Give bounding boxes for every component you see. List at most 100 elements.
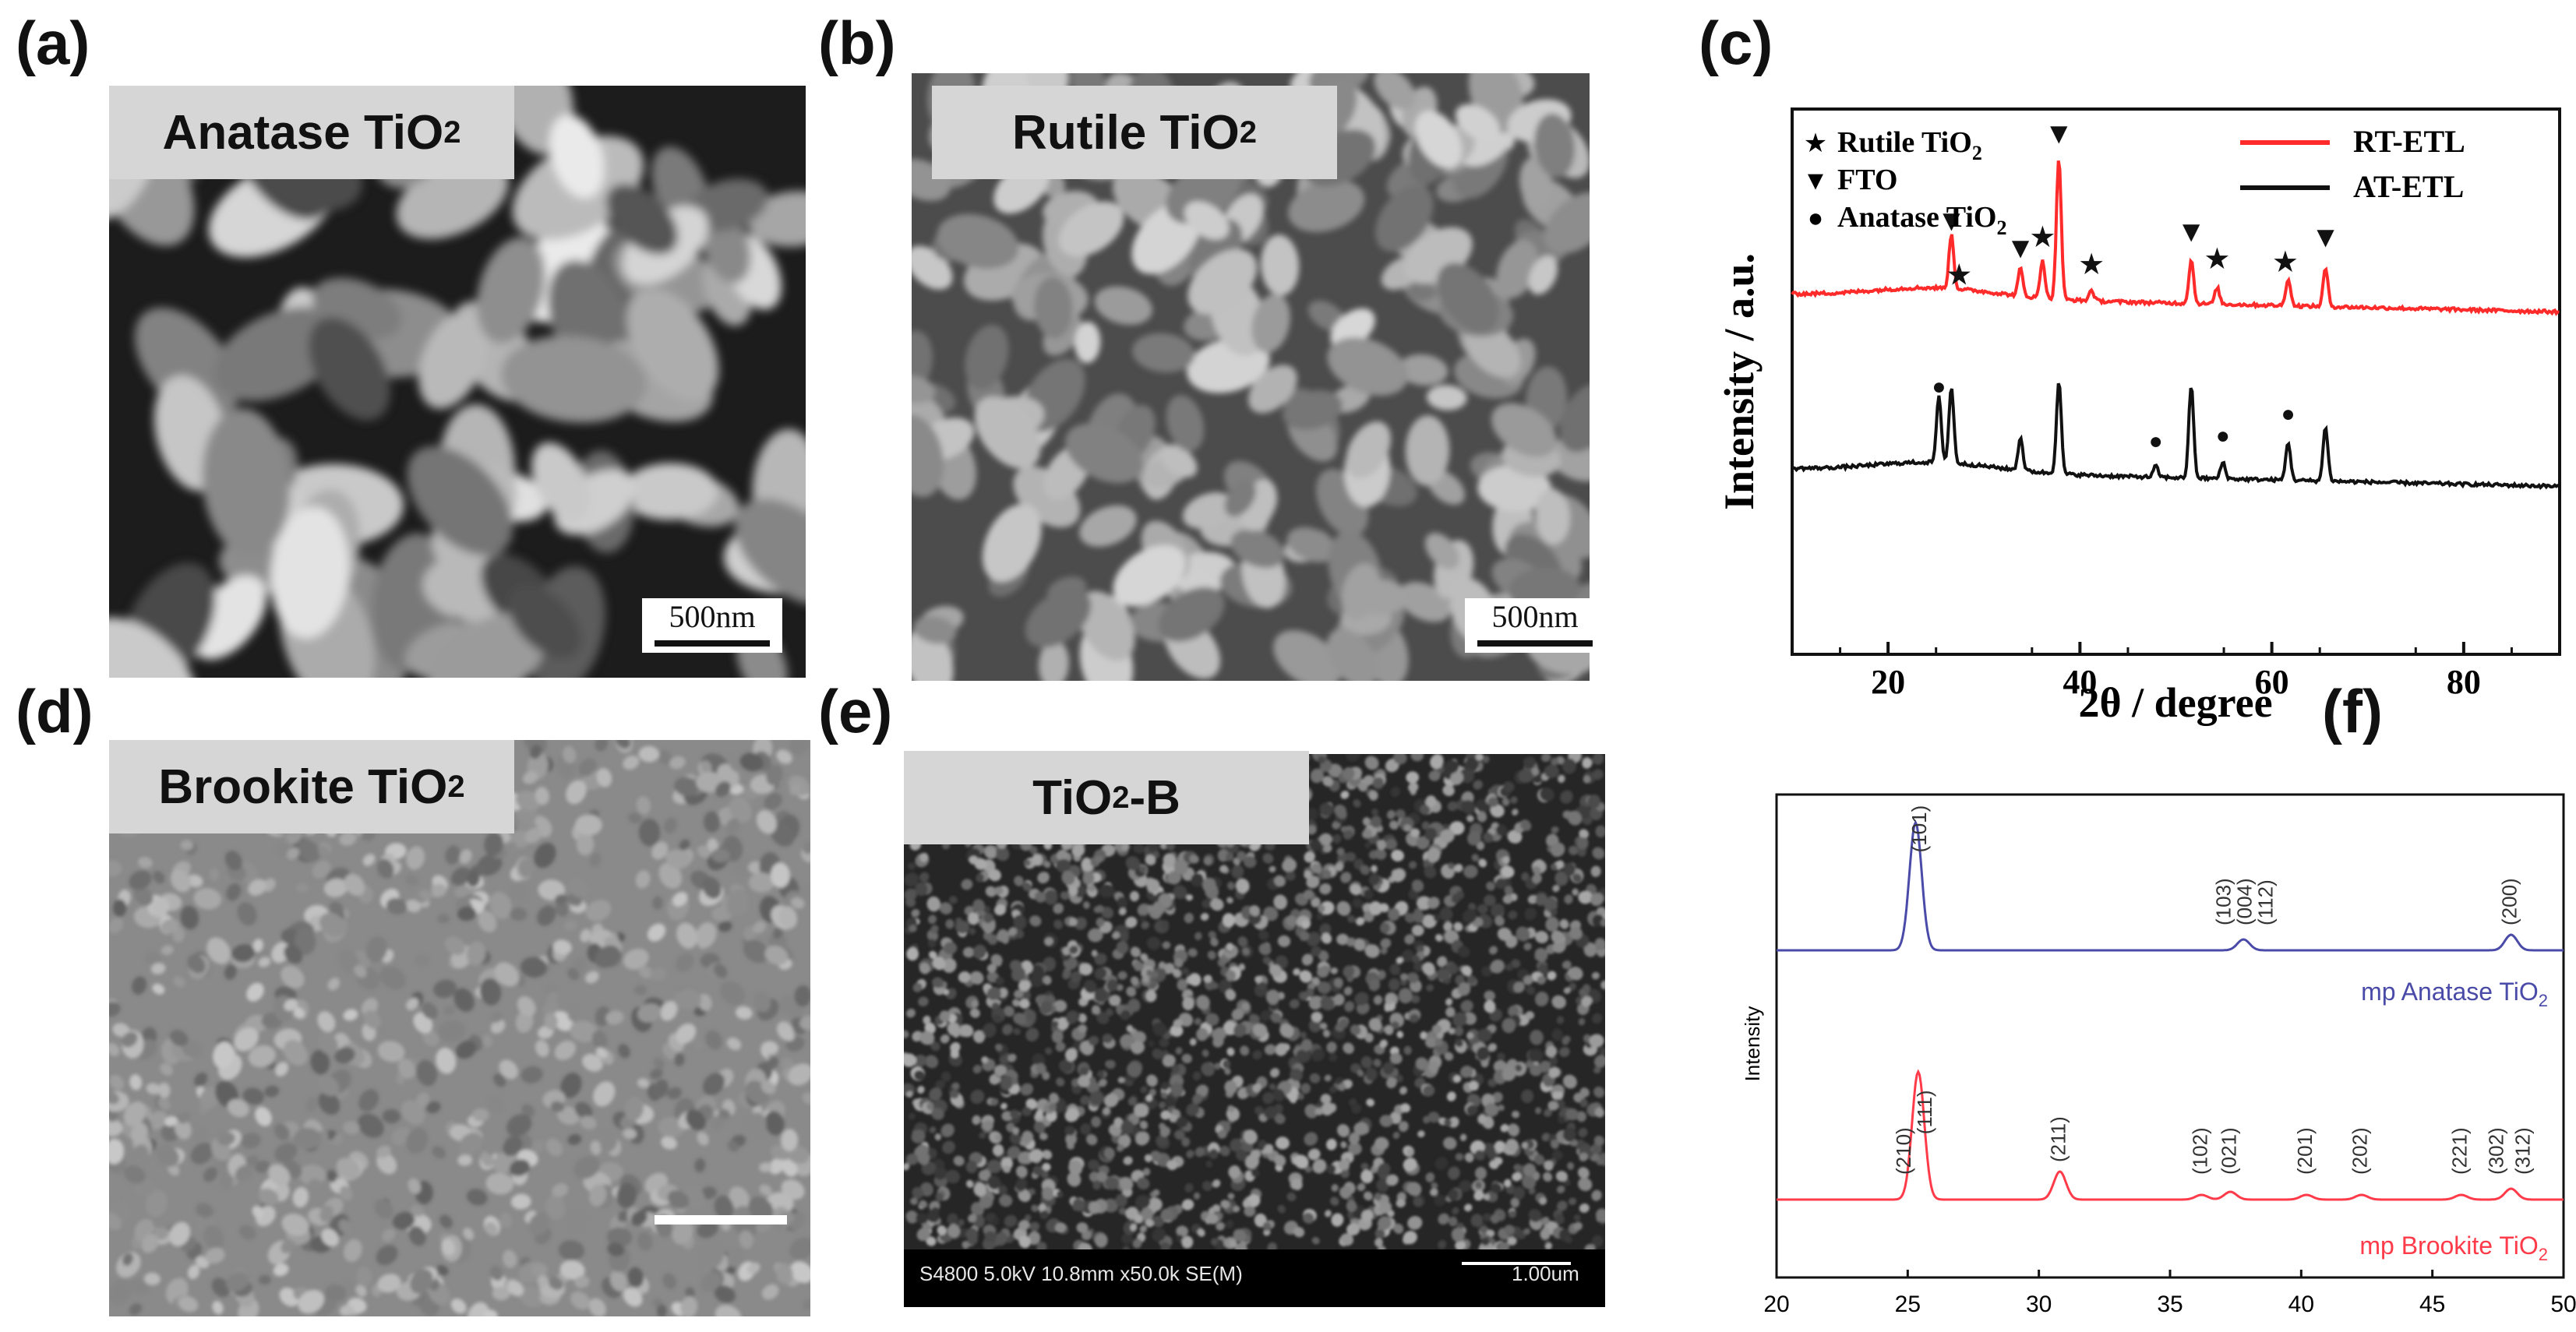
sem-grain — [1170, 1024, 1184, 1037]
sem-grain — [1351, 1103, 1362, 1114]
sem-grain — [993, 886, 1004, 895]
sem-grain — [979, 1196, 993, 1209]
sem-grain — [1085, 1133, 1098, 1146]
sem-grain — [669, 756, 686, 770]
sem-grain — [1360, 1169, 1374, 1184]
sem-grain — [1217, 1129, 1227, 1139]
sem-grain — [1226, 943, 1234, 951]
sem-grain — [1464, 1152, 1474, 1163]
sem-grain — [1445, 1006, 1456, 1017]
xrd-f-series — [1777, 819, 2564, 952]
sem-grain — [109, 1118, 123, 1136]
sem-grain — [1141, 1207, 1154, 1221]
sem-grain — [130, 1122, 148, 1144]
sem-grain — [926, 1101, 935, 1111]
sem-grain — [1434, 1194, 1446, 1207]
sem-grain — [374, 1199, 393, 1219]
sem-grain — [1508, 1005, 1519, 1017]
sem-grain — [1455, 1240, 1466, 1251]
sem-grain — [637, 1078, 650, 1088]
sem-grain — [1058, 1059, 1073, 1073]
sem-grain — [929, 950, 937, 960]
sem-grain — [1391, 849, 1404, 862]
sem-grain — [445, 845, 461, 865]
sem-grain — [1529, 1048, 1544, 1062]
sem-grain — [1130, 946, 1141, 957]
sem-grain — [695, 921, 717, 948]
sem-grain — [1545, 916, 1559, 932]
sem-grain — [657, 750, 673, 765]
sem-grain — [1206, 1213, 1219, 1225]
sem-grain — [1096, 1172, 1107, 1182]
sem-grain — [1264, 1044, 1276, 1055]
sem-grain — [1600, 980, 1605, 990]
sem-grain — [912, 982, 923, 992]
sem-grain — [1344, 1001, 1355, 1013]
sem-grain — [739, 1230, 753, 1249]
sem-grain — [1523, 1163, 1537, 1178]
xrd-c-legend-text: Rutile TiO2 — [1837, 126, 1982, 164]
sem-grain — [794, 985, 810, 1007]
sem-grain — [382, 1228, 396, 1242]
sem-grain — [1578, 1127, 1588, 1138]
sem-grain — [1508, 911, 1518, 920]
scalebar-b-line — [1477, 640, 1593, 647]
sem-grain — [1011, 1077, 1018, 1085]
sem-grain — [1457, 946, 1470, 958]
sem-grain — [1578, 1167, 1590, 1179]
sem-grain — [1043, 861, 1051, 869]
sem-grain — [1501, 865, 1515, 879]
sem-grain — [1194, 932, 1202, 941]
sem-grain — [1486, 1229, 1495, 1238]
sem-grain — [520, 957, 548, 978]
sem-grain — [508, 585, 581, 659]
sem-grain — [1423, 1085, 1435, 1097]
sem-grain — [1336, 933, 1350, 946]
sem-grain — [673, 988, 701, 1010]
xrd-c-peak-marker: ★ — [2029, 221, 2056, 254]
sem-grain — [1078, 590, 1135, 661]
sem-grain — [1358, 782, 1367, 792]
xrd-f-tick-label: 40 — [2288, 1291, 2314, 1317]
sem-grain — [1333, 978, 1343, 988]
sem-grain — [1187, 248, 1258, 315]
sem-grain — [1087, 928, 1103, 943]
sem-grain — [1116, 940, 1129, 954]
sem-grain — [255, 1106, 272, 1126]
sem-grain — [760, 1080, 776, 1094]
sem-grain — [1513, 981, 1525, 993]
sem-grain — [1594, 938, 1605, 950]
sem-grain — [1444, 1119, 1452, 1127]
sem-grain — [129, 1074, 143, 1091]
sem-grain — [237, 902, 257, 926]
sem-grain — [1297, 1093, 1304, 1100]
sem-grain — [1363, 1191, 1373, 1201]
sem-grain — [1028, 1231, 1041, 1246]
sem-grain — [1273, 630, 1342, 681]
sem-grain — [1478, 858, 1487, 868]
sem-grain — [1175, 1047, 1183, 1055]
sem-grain — [1572, 888, 1579, 896]
sem-grain — [1502, 894, 1513, 904]
sem-grain — [1203, 974, 1212, 983]
sem-grain — [1554, 1214, 1565, 1225]
sem-grain — [1421, 914, 1437, 929]
sem-grain — [941, 1071, 951, 1082]
sem-grain — [499, 1212, 513, 1228]
sem-grain — [1343, 986, 1353, 995]
sem-grain — [1319, 1022, 1328, 1030]
sem-grain — [1576, 1111, 1586, 1122]
sem-grain — [1067, 885, 1078, 897]
sem-grain — [1535, 893, 1547, 906]
sem-grain — [212, 1300, 224, 1315]
sem-grain — [1249, 1013, 1260, 1024]
sem-grain — [187, 954, 206, 974]
sem-grain — [397, 1059, 416, 1079]
sem-grain — [990, 953, 1003, 966]
sem-grain — [996, 929, 1010, 943]
sem-grain — [1345, 851, 1357, 862]
sem-grain — [445, 936, 465, 956]
sem-grain — [141, 1234, 159, 1253]
sem-grain — [238, 1225, 256, 1240]
sem-grain — [1590, 865, 1601, 877]
